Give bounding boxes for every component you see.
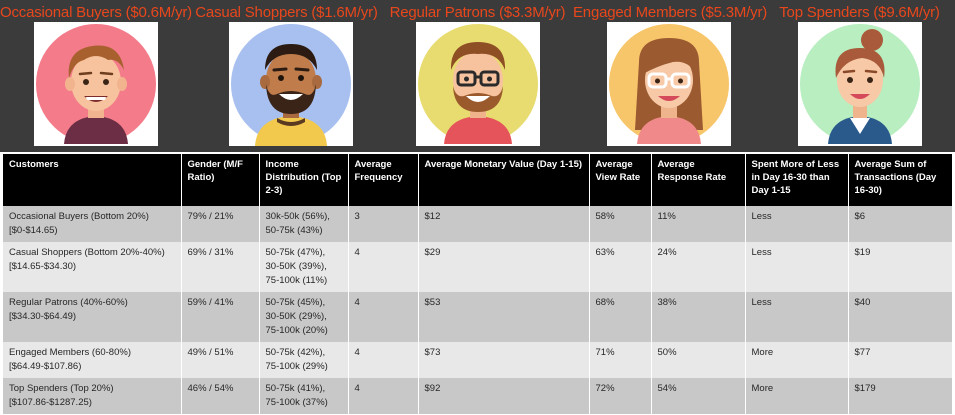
table-cell: 24%: [651, 242, 746, 292]
column-header: Customers: [3, 154, 182, 206]
column-header: Spent More of Less in Day 16-30 than Day…: [745, 154, 849, 206]
table-cell: $40: [848, 292, 953, 342]
table-cell: 49% / 51%: [181, 342, 260, 378]
table-cell: 4: [348, 242, 419, 292]
segment-title: Top Spenders ($9.6M/yr): [779, 4, 940, 21]
column-header: Average View Rate: [589, 154, 652, 206]
table-cell: Less: [745, 206, 849, 242]
table-cell: Less: [745, 242, 849, 292]
column-header: Average Frequency: [348, 154, 419, 206]
young-man-avatar: [34, 22, 158, 146]
table-cell: 50-75k (41%), 75-100k (37%): [259, 378, 349, 414]
table-cell: 38%: [651, 292, 746, 342]
table-cell: 30k-50k (56%), 50-75k (43%): [259, 206, 349, 242]
segment-title: Occasional Buyers ($0.6M/yr): [0, 4, 192, 21]
table-row: Occasional Buyers (Bottom 20%) [$0-$14.6…: [3, 206, 953, 242]
table-cell: 4: [348, 292, 419, 342]
column-header: Income Distribution (Top 2-3): [259, 154, 349, 206]
table-cell: $77: [848, 342, 953, 378]
table-cell: $29: [418, 242, 590, 292]
table-cell: Casual Shoppers (Bottom 20%-40%) [$14.65…: [3, 242, 182, 292]
table-cell: Less: [745, 292, 849, 342]
man-with-glasses-avatar: [416, 22, 540, 146]
table-cell: 79% / 21%: [181, 206, 260, 242]
table-cell: More: [745, 378, 849, 414]
table-cell: 3: [348, 206, 419, 242]
segment-header-band: Occasional Buyers ($0.6M/yr) Casual Shop…: [0, 0, 955, 152]
table-cell: Regular Patrons (40%-60%) [$34.30-$64.49…: [3, 292, 182, 342]
segment-title: Regular Patrons ($3.3M/yr): [389, 4, 566, 21]
table-cell: 50-75k (45%), 30-50K (29%), 75-100k (20%…: [259, 292, 349, 342]
table-header-row: Customers Gender (M/F Ratio) Income Dist…: [3, 154, 953, 206]
table-cell: $12: [418, 206, 590, 242]
table-cell: $73: [418, 342, 590, 378]
table-cell: 46% / 54%: [181, 378, 260, 414]
table-cell: Top Spenders (Top 20%) [$107.86-$1287.25…: [3, 378, 182, 414]
table-cell: $19: [848, 242, 953, 292]
table-cell: 63%: [589, 242, 652, 292]
table-cell: $92: [418, 378, 590, 414]
table-cell: 11%: [651, 206, 746, 242]
segment-occasional-buyers: Occasional Buyers ($0.6M/yr): [0, 0, 192, 152]
table-cell: $53: [418, 292, 590, 342]
table-cell: Engaged Members (60-80%) [$64.49-$107.86…: [3, 342, 182, 378]
bearded-man-avatar: [229, 22, 353, 146]
table-row: Regular Patrons (40%-60%) [$34.30-$64.49…: [3, 292, 953, 342]
woman-with-glasses-avatar: [607, 22, 731, 146]
table-cell: 59% / 41%: [181, 292, 260, 342]
table-cell: 4: [348, 342, 419, 378]
table-cell: 50-75k (42%), 75-100k (29%): [259, 342, 349, 378]
table-cell: More: [745, 342, 849, 378]
table-cell: $179: [848, 378, 953, 414]
table-cell: 72%: [589, 378, 652, 414]
table-row: Top Spenders (Top 20%) [$107.86-$1287.25…: [3, 378, 953, 414]
table-cell: 71%: [589, 342, 652, 378]
segment-casual-shoppers: Casual Shoppers ($1.6M/yr): [191, 0, 382, 152]
table-row: Engaged Members (60-80%) [$64.49-$107.86…: [3, 342, 953, 378]
column-header: Average Monetary Value (Day 1-15): [418, 154, 590, 206]
column-header: Gender (M/F Ratio): [181, 154, 260, 206]
table-cell: 4: [348, 378, 419, 414]
customer-segment-table: Customers Gender (M/F Ratio) Income Dist…: [3, 154, 953, 414]
segment-title: Casual Shoppers ($1.6M/yr): [195, 4, 378, 21]
table-cell: 69% / 31%: [181, 242, 260, 292]
table-cell: $6: [848, 206, 953, 242]
table-cell: 50%: [651, 342, 746, 378]
table-cell: 50-75k (47%), 30-50K (39%), 75-100k (11%…: [259, 242, 349, 292]
column-header: Average Response Rate: [651, 154, 746, 206]
woman-with-bun-avatar: [798, 22, 922, 146]
segment-title: Engaged Members ($5.3M/yr): [573, 4, 768, 21]
segment-regular-patrons: Regular Patrons ($3.3M/yr): [382, 0, 573, 152]
segment-engaged-members: Engaged Members ($5.3M/yr): [573, 0, 768, 152]
table-cell: 58%: [589, 206, 652, 242]
table-cell: Occasional Buyers (Bottom 20%) [$0-$14.6…: [3, 206, 182, 242]
table-cell: 54%: [651, 378, 746, 414]
column-header: Average Sum of Transactions (Day 16-30): [848, 154, 953, 206]
table-row: Casual Shoppers (Bottom 20%-40%) [$14.65…: [3, 242, 953, 292]
segment-top-spenders: Top Spenders ($9.6M/yr): [764, 0, 955, 152]
table-cell: 68%: [589, 292, 652, 342]
